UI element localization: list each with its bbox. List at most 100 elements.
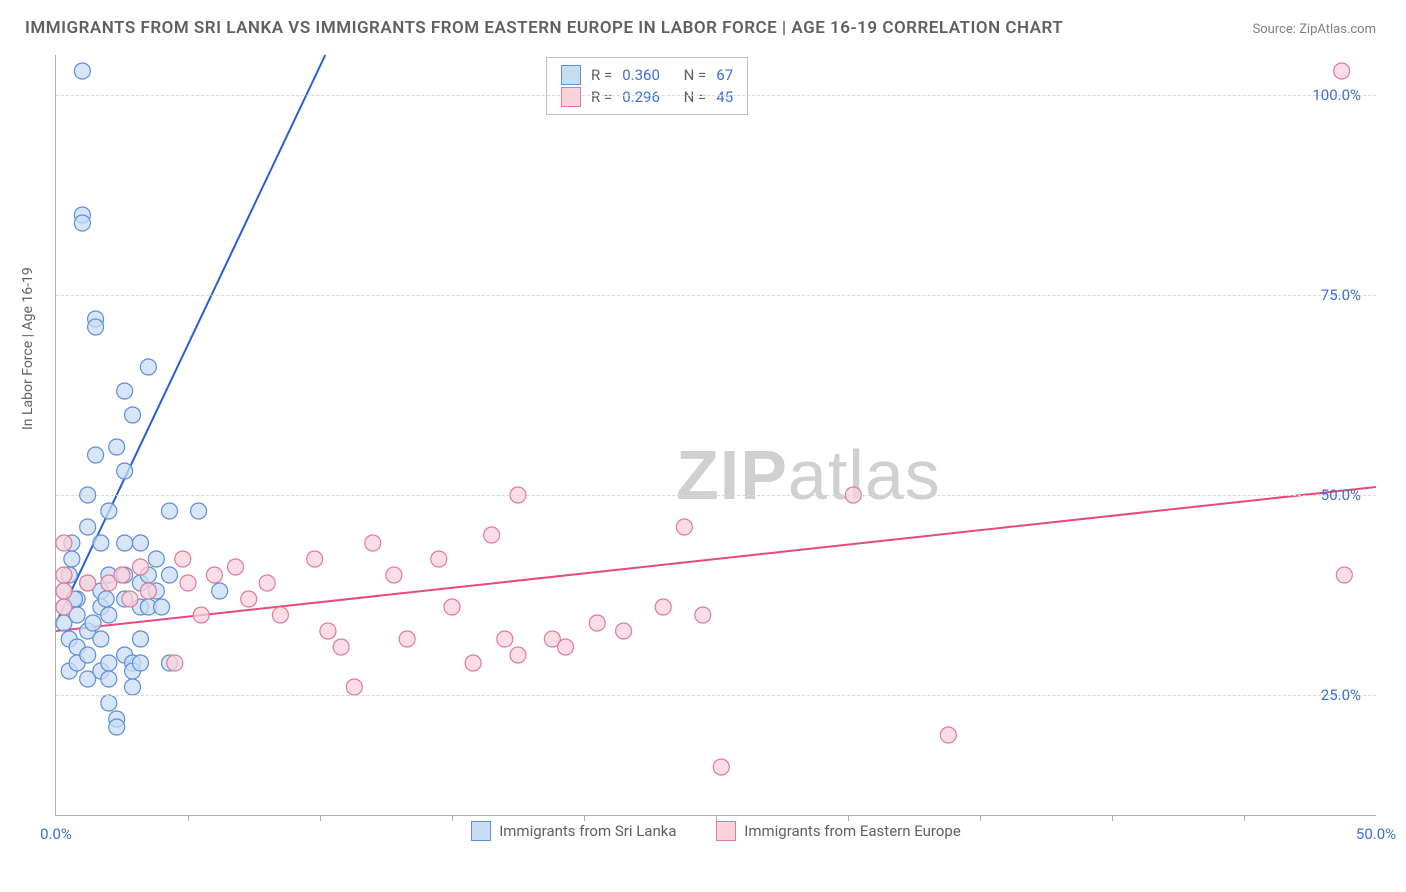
chart-plot-area: ZIPatlas R = 0.360 N = 67 R = 0.296 N = … [55, 55, 1376, 816]
x-tick-mark [452, 815, 453, 821]
data-point [676, 519, 692, 535]
data-point [101, 695, 117, 711]
x-tick-mark [716, 815, 717, 821]
data-point [589, 615, 605, 631]
data-point [101, 655, 117, 671]
y-tick-label: 50.0% [1321, 486, 1361, 504]
data-point [101, 607, 117, 623]
data-point [695, 607, 711, 623]
data-point [122, 591, 138, 607]
data-point [109, 719, 125, 735]
swatch-eastern-europe [561, 87, 581, 107]
data-point [655, 599, 671, 615]
data-point [64, 551, 80, 567]
data-point [484, 527, 500, 543]
data-point [80, 647, 96, 663]
data-point [228, 559, 244, 575]
data-point [132, 655, 148, 671]
x-tick-mark [1244, 815, 1245, 821]
data-point [497, 631, 513, 647]
x-tick-label: 0.0% [40, 825, 72, 843]
data-point [162, 503, 178, 519]
data-point [212, 583, 228, 599]
correlation-legend-row-1: R = 0.360 N = 67 [561, 64, 733, 86]
data-point [85, 615, 101, 631]
data-point [117, 535, 133, 551]
data-point [431, 551, 447, 567]
data-point [88, 319, 104, 335]
data-point [56, 535, 72, 551]
n-label: N = [684, 86, 707, 108]
page-title: IMMIGRANTS FROM SRI LANKA VS IMMIGRANTS … [25, 18, 1063, 38]
data-point [193, 607, 209, 623]
data-point [241, 591, 257, 607]
data-point [386, 567, 402, 583]
r-label: R = [591, 86, 612, 108]
data-point [191, 503, 207, 519]
data-point [180, 575, 196, 591]
data-point [399, 631, 415, 647]
chart-svg [56, 55, 1376, 815]
x-tick-mark [320, 815, 321, 821]
r-value-2: 0.296 [622, 86, 660, 108]
data-point [98, 591, 114, 607]
data-point [125, 407, 141, 423]
x-tick-mark [848, 815, 849, 821]
gridline [56, 95, 1376, 96]
data-point [56, 583, 72, 599]
data-point [93, 535, 109, 551]
swatch-sri-lanka [561, 65, 581, 85]
x-tick-label: 50.0% [1356, 825, 1396, 843]
data-point [465, 655, 481, 671]
legend-item-eastern-europe: Immigrants from Eastern Europe [716, 821, 961, 841]
swatch-sri-lanka [471, 821, 491, 841]
data-point [140, 359, 156, 375]
data-point [333, 639, 349, 655]
y-tick-label: 100.0% [1312, 86, 1361, 104]
data-point [125, 679, 141, 695]
legend-item-sri-lanka: Immigrants from Sri Lanka [471, 821, 676, 841]
data-point [109, 439, 125, 455]
r-label: R = [591, 64, 612, 86]
data-point [132, 559, 148, 575]
data-point [93, 631, 109, 647]
data-point [616, 623, 632, 639]
data-point [74, 63, 90, 79]
legend-label-2: Immigrants from Eastern Europe [744, 822, 961, 840]
data-point [272, 607, 288, 623]
legend-label-1: Immigrants from Sri Lanka [499, 822, 676, 840]
x-tick-mark [980, 815, 981, 821]
data-point [320, 623, 336, 639]
data-point [117, 383, 133, 399]
data-point [307, 551, 323, 567]
data-point [74, 215, 90, 231]
gridline [56, 695, 1376, 696]
r-value-1: 0.360 [622, 64, 660, 86]
data-point [558, 639, 574, 655]
data-point [117, 463, 133, 479]
data-point [365, 535, 381, 551]
gridline [56, 495, 1376, 496]
correlation-legend: R = 0.360 N = 67 R = 0.296 N = 45 [546, 57, 748, 115]
data-point [259, 575, 275, 591]
data-point [510, 647, 526, 663]
source-attribution: Source: ZipAtlas.com [1252, 22, 1376, 37]
data-point [140, 583, 156, 599]
y-tick-label: 25.0% [1321, 686, 1361, 704]
gridline [56, 295, 1376, 296]
data-point [206, 567, 222, 583]
data-point [167, 655, 183, 671]
data-point [1336, 567, 1352, 583]
data-point [101, 671, 117, 687]
data-point [1334, 63, 1350, 79]
y-axis-label: In Labor Force | Age 16-19 [20, 267, 36, 430]
data-point [80, 575, 96, 591]
data-point [56, 599, 72, 615]
data-point [175, 551, 191, 567]
data-point [88, 447, 104, 463]
data-point [154, 599, 170, 615]
data-point [56, 567, 72, 583]
n-value-1: 67 [716, 64, 733, 86]
swatch-eastern-europe [716, 821, 736, 841]
data-point [114, 567, 130, 583]
